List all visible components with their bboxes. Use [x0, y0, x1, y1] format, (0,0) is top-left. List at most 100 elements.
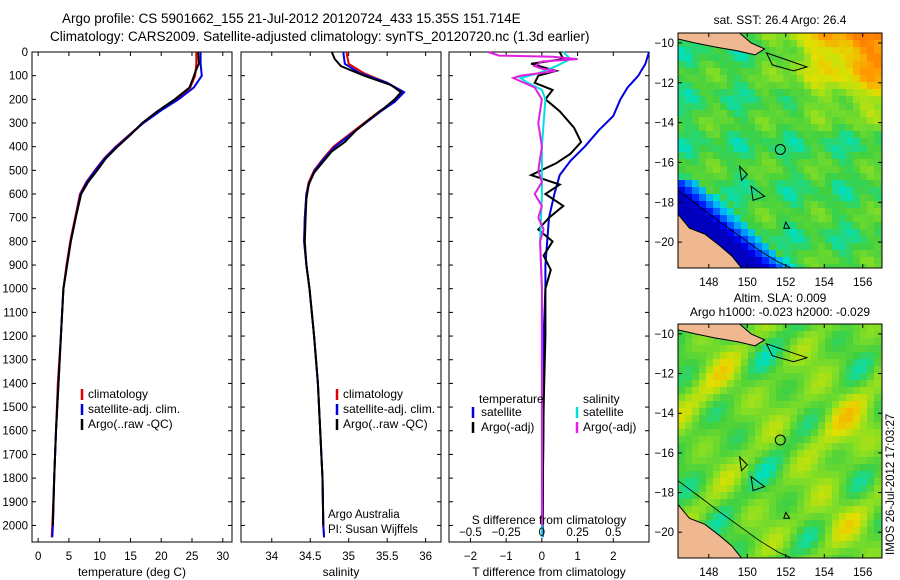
- heatmap-cell: [825, 180, 833, 188]
- heatmap-cell: [692, 138, 700, 146]
- heatmap-cell: [755, 75, 763, 83]
- heatmap-cell: [825, 450, 833, 458]
- heatmap-cell: [706, 338, 714, 346]
- heatmap-cell: [818, 33, 826, 41]
- heatmap-cell: [874, 478, 882, 486]
- heatmap-cell: [832, 513, 840, 521]
- heatmap-cell: [846, 534, 854, 542]
- heatmap-cell: [853, 380, 861, 388]
- heatmap-cell: [776, 541, 784, 549]
- heatmap-cell: [825, 82, 833, 90]
- heatmap-cell: [797, 485, 805, 493]
- heatmap-cell: [741, 373, 749, 381]
- heatmap-cell: [832, 152, 840, 160]
- heatmap-cell: [839, 75, 847, 83]
- heatmap-cell: [797, 180, 805, 188]
- heatmap-cell: [720, 513, 728, 521]
- heatmap-cell: [853, 152, 861, 160]
- heatmap-cell: [769, 117, 777, 125]
- heatmap-cell: [818, 145, 826, 153]
- heatmap-cell: [846, 436, 854, 444]
- heatmap-cell: [860, 436, 868, 444]
- heatmap-cell: [818, 345, 826, 353]
- heatmap-cell: [846, 243, 854, 251]
- heatmap-cell: [783, 117, 791, 125]
- heatmap-cell: [692, 110, 700, 118]
- heatmap-cell: [832, 415, 840, 423]
- heatmap-cell: [769, 110, 777, 118]
- heatmap-cell: [874, 47, 882, 55]
- heatmap-cell: [832, 96, 840, 104]
- heatmap-cell: [874, 208, 882, 216]
- heatmap-cell: [867, 138, 875, 146]
- heatmap-cell: [860, 243, 868, 251]
- heatmap-cell: [825, 68, 833, 76]
- heatmap-cell: [811, 138, 819, 146]
- heatmap-cell: [818, 394, 826, 402]
- heatmap-cell: [860, 443, 868, 451]
- heatmap-cell: [825, 443, 833, 451]
- heatmap-cell: [685, 387, 693, 395]
- heatmap-cell: [804, 443, 812, 451]
- heatmap-cell: [804, 250, 812, 258]
- heatmap-cell: [867, 471, 875, 479]
- heatmap-cell: [804, 145, 812, 153]
- heatmap-cell: [853, 443, 861, 451]
- heatmap-cell: [839, 324, 847, 332]
- heatmap-cell: [720, 236, 728, 244]
- heatmap-cell: [699, 492, 707, 500]
- heatmap-cell: [846, 429, 854, 437]
- heatmap-cell: [797, 401, 805, 409]
- heatmap-cell: [776, 464, 784, 472]
- heatmap-cell: [811, 229, 819, 237]
- heatmap-cell: [727, 471, 735, 479]
- heatmap-cell: [818, 131, 826, 139]
- heatmap-cell: [825, 264, 833, 269]
- heatmap-cell: [825, 152, 833, 160]
- heatmap-cell: [818, 159, 826, 167]
- heatmap-cell: [706, 436, 714, 444]
- figure-title-line-1: Argo profile: CS 5901662_155 21-Jul-2012…: [62, 11, 521, 26]
- heatmap-cell: [748, 527, 756, 535]
- heatmap-cell: [811, 527, 819, 535]
- heatmap-cell: [699, 82, 707, 90]
- heatmap-cell: [860, 194, 868, 202]
- heatmap-cell: [860, 464, 868, 472]
- heatmap-cell: [832, 359, 840, 367]
- heatmap-cell: [692, 47, 700, 55]
- heatmap-cell: [706, 82, 714, 90]
- heatmap-cell: [853, 194, 861, 202]
- s-tick-label: 0.25: [566, 527, 588, 539]
- heatmap-cell: [832, 194, 840, 202]
- heatmap-cell: [678, 408, 686, 416]
- heatmap-cell: [832, 180, 840, 188]
- heatmap-cell: [699, 61, 707, 69]
- heatmap-cell: [811, 47, 819, 55]
- heatmap-cell: [769, 124, 777, 132]
- heatmap-cell: [692, 352, 700, 360]
- heatmap-cell: [692, 124, 700, 132]
- heatmap-cell: [818, 138, 826, 146]
- heatmap-cell: [769, 541, 777, 549]
- heatmap-cell: [678, 464, 686, 472]
- heatmap-cell: [839, 208, 847, 216]
- x-tick-label: 35: [342, 551, 355, 563]
- heatmap-cell: [811, 506, 819, 514]
- heatmap-cell: [832, 215, 840, 223]
- heatmap-cell: [867, 54, 875, 62]
- heatmap-cell: [853, 506, 861, 514]
- imos-timestamp: IMOS 26-Jul-2012 17:03:27: [885, 414, 897, 555]
- heatmap-cell: [769, 208, 777, 216]
- heatmap-cell: [797, 499, 805, 507]
- heatmap-cell: [762, 229, 770, 237]
- heatmap-cell: [811, 324, 819, 332]
- heatmap-cell: [867, 485, 875, 493]
- heatmap-cell: [818, 257, 826, 265]
- heatmap-cell: [839, 33, 847, 41]
- heatmap-cell: [790, 492, 798, 500]
- heatmap-cell: [706, 464, 714, 472]
- heatmap-cell: [804, 138, 812, 146]
- heatmap-cell: [734, 103, 742, 111]
- heatmap-cell: [734, 401, 742, 409]
- heatmap-cell: [839, 387, 847, 395]
